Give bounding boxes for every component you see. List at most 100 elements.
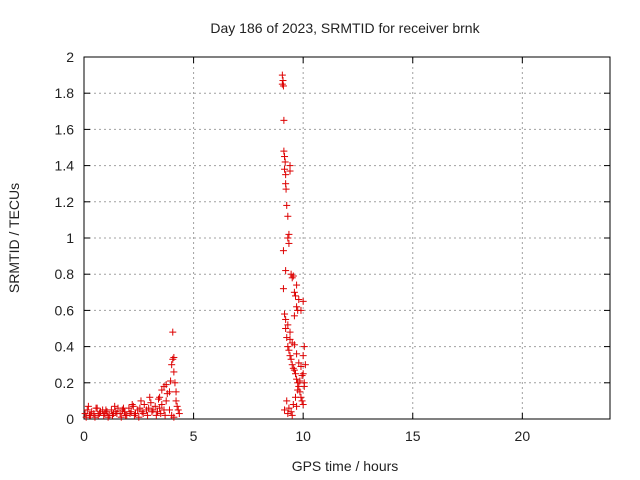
data-point bbox=[281, 165, 289, 173]
data-point bbox=[121, 408, 129, 416]
x-tick-label: 20 bbox=[515, 428, 531, 444]
data-point bbox=[289, 364, 297, 372]
data-point bbox=[282, 325, 290, 332]
data-point bbox=[172, 388, 180, 396]
data-point bbox=[168, 411, 176, 419]
data-point bbox=[293, 303, 301, 311]
data-point bbox=[103, 408, 111, 416]
data-point bbox=[281, 310, 289, 318]
data-point bbox=[81, 410, 89, 418]
data-point bbox=[169, 328, 177, 336]
data-point bbox=[278, 71, 286, 79]
data-point bbox=[280, 116, 288, 124]
data-point bbox=[136, 404, 144, 412]
data-point bbox=[285, 230, 293, 238]
data-point bbox=[169, 355, 177, 363]
data-point bbox=[127, 408, 135, 416]
data-point bbox=[281, 153, 289, 161]
y-tick-label: 0.4 bbox=[55, 339, 75, 355]
data-point bbox=[171, 379, 179, 387]
gridlines bbox=[84, 57, 610, 419]
data-point bbox=[144, 411, 152, 419]
data-point bbox=[284, 212, 292, 220]
y-tick-labels: 0 0.2 0.4 0.6 0.8 1 1.2 1.4 1.6 1.8 2 bbox=[55, 49, 75, 427]
data-point bbox=[286, 335, 294, 343]
data-point bbox=[289, 401, 297, 409]
data-point bbox=[156, 393, 164, 401]
y-tick-label: 0.8 bbox=[55, 266, 75, 282]
data-point bbox=[295, 296, 303, 304]
data-point bbox=[297, 306, 305, 314]
data-point bbox=[162, 381, 170, 389]
data-point bbox=[170, 368, 178, 376]
plot-frame bbox=[83, 56, 611, 420]
data-point bbox=[288, 411, 296, 419]
x-tick-label: 15 bbox=[405, 428, 421, 444]
y-axis-label: SRMTID / TECUs bbox=[6, 183, 22, 293]
data-point bbox=[285, 239, 293, 247]
data-point bbox=[280, 147, 288, 155]
data-point bbox=[288, 274, 296, 282]
data-point bbox=[139, 410, 147, 418]
data-point bbox=[299, 352, 307, 360]
data-point bbox=[293, 350, 301, 358]
x-tick-label: 5 bbox=[190, 428, 198, 444]
data-point bbox=[301, 361, 309, 369]
data-point bbox=[137, 397, 145, 405]
data-point bbox=[138, 408, 146, 416]
data-point bbox=[84, 402, 92, 410]
data-point bbox=[135, 413, 143, 421]
data-point bbox=[128, 401, 136, 409]
data-point bbox=[284, 343, 292, 351]
data-point bbox=[279, 247, 287, 255]
data-point bbox=[279, 285, 287, 293]
data-point bbox=[140, 401, 148, 409]
data-point bbox=[102, 406, 110, 414]
data-point bbox=[149, 406, 157, 414]
data-point bbox=[93, 404, 101, 412]
y-tick-label: 1.6 bbox=[55, 121, 75, 137]
data-point bbox=[298, 397, 306, 405]
data-point bbox=[170, 353, 178, 361]
data-point bbox=[299, 401, 307, 409]
y-tick-label: 2 bbox=[66, 49, 74, 65]
data-point bbox=[285, 346, 293, 354]
data-points bbox=[81, 71, 309, 421]
y-tick-label: 0 bbox=[66, 411, 74, 427]
data-point bbox=[165, 388, 173, 396]
data-point bbox=[122, 411, 130, 419]
data-point bbox=[291, 393, 299, 401]
data-point bbox=[112, 408, 120, 416]
y-tick-label: 0.6 bbox=[55, 302, 75, 318]
y-tick-label: 0.2 bbox=[55, 375, 75, 391]
data-point bbox=[286, 352, 294, 360]
data-point bbox=[119, 404, 127, 412]
data-point bbox=[281, 406, 289, 414]
data-point bbox=[278, 80, 286, 88]
data-point bbox=[104, 413, 112, 421]
data-point bbox=[283, 334, 291, 342]
data-point bbox=[108, 411, 116, 419]
data-point bbox=[162, 397, 170, 405]
x-tick-label: 10 bbox=[295, 428, 311, 444]
data-point bbox=[299, 370, 307, 378]
data-point bbox=[91, 413, 99, 421]
data-point bbox=[290, 341, 298, 349]
data-point bbox=[167, 377, 175, 385]
data-point bbox=[282, 315, 290, 323]
data-point bbox=[297, 363, 305, 371]
data-point bbox=[175, 410, 183, 418]
data-point bbox=[283, 397, 291, 405]
data-point bbox=[100, 411, 108, 419]
data-point bbox=[298, 372, 306, 380]
data-point bbox=[281, 158, 289, 166]
data-point bbox=[284, 234, 292, 242]
data-point bbox=[146, 393, 154, 401]
data-point bbox=[155, 395, 163, 403]
data-point bbox=[282, 267, 290, 275]
data-point bbox=[151, 402, 159, 410]
data-point bbox=[290, 366, 298, 374]
data-point bbox=[95, 410, 103, 418]
data-point bbox=[300, 382, 308, 390]
